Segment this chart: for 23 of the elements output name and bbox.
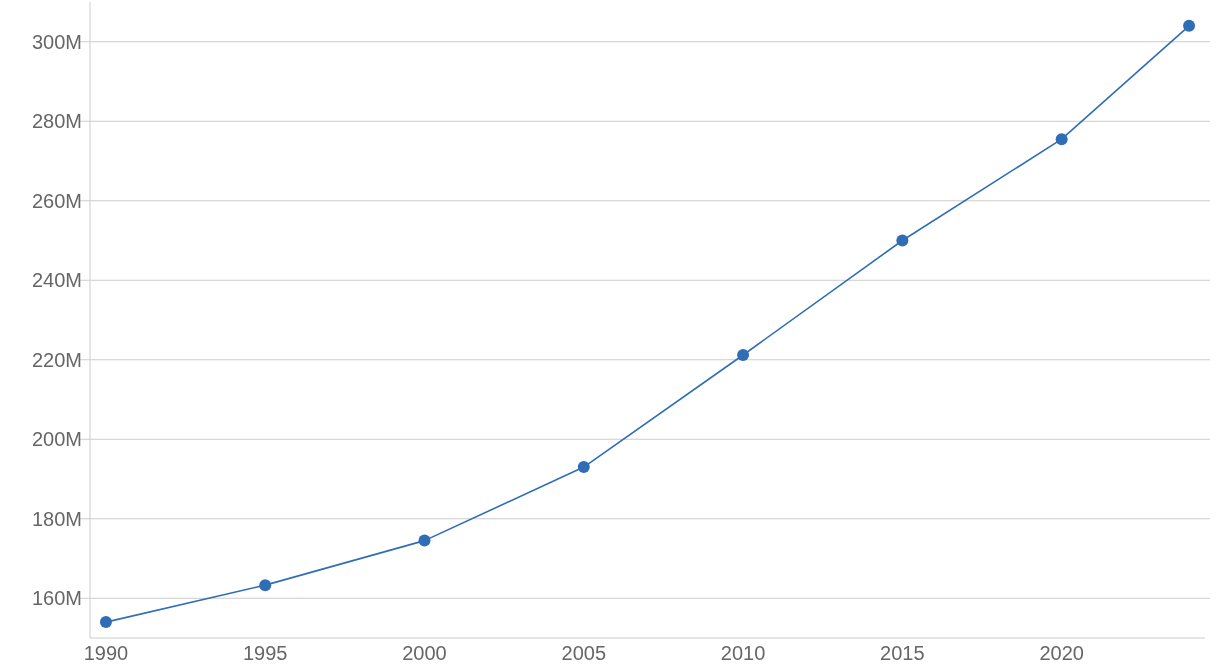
point [1183,19,1196,32]
x-tick-label: 2020 [1039,642,1084,664]
x-tick-label: 2015 [880,642,925,664]
point [1055,133,1068,146]
point [99,616,112,629]
x-tick-label: 1990 [83,642,129,664]
y-tick-label: 260M [31,189,82,212]
y-tick-label: 160M [31,587,82,610]
y-tick-label: 240M [31,269,82,292]
x-tick-label: 2005 [561,642,607,664]
point [418,534,431,547]
point [259,579,272,592]
y-tick-label: 180M [31,507,82,530]
point [896,234,909,247]
y-tick-label: 200M [31,428,82,451]
y-tick-label: 300M [31,30,82,53]
point [737,348,750,361]
y-tick-label: 220M [31,348,82,371]
x-tick-label: 2010 [720,642,766,664]
point [577,461,590,474]
x-tick-label: 2000 [402,642,447,664]
x-tick-label: 1995 [242,642,288,664]
y-tick-label: 280M [31,110,82,133]
